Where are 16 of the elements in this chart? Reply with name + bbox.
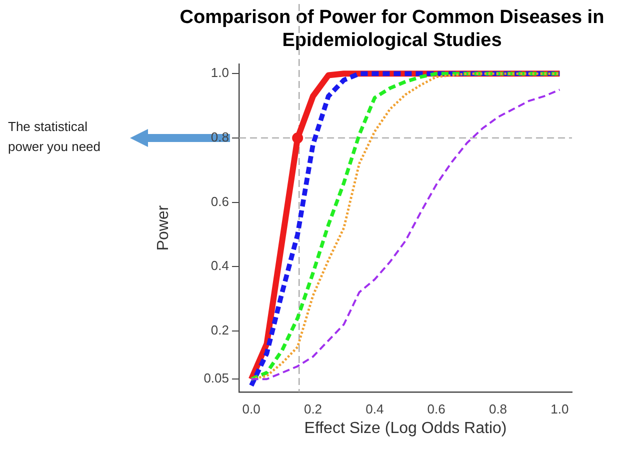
- x-tick-label: 0.6: [427, 401, 446, 416]
- x-tick-label: 0.8: [488, 401, 508, 416]
- x-tick-label: 0.2: [304, 401, 322, 416]
- chart-title: Comparison of Power for Common Diseases in Epidemiological Studies: [178, 6, 606, 52]
- x-axis-title: Effect Size (Log Odds Ratio): [304, 420, 507, 437]
- y-tick-label: 0.2: [210, 322, 229, 338]
- y-tick-label: 1.0: [210, 65, 229, 80]
- x-tick-label: 0.0: [242, 401, 260, 416]
- x-tick-label: 1.0: [550, 401, 569, 416]
- y-tick-label: 0.4: [210, 258, 229, 274]
- y-tick-label: 0.8: [210, 130, 229, 145]
- y-tick-label: 0.6: [210, 194, 229, 209]
- y-axis-title: Power: [155, 204, 172, 251]
- x-tick-label: 0.4: [366, 401, 384, 416]
- text: The statistical power you need: [8, 118, 102, 156]
- y-tick-label: 0.05: [204, 370, 229, 386]
